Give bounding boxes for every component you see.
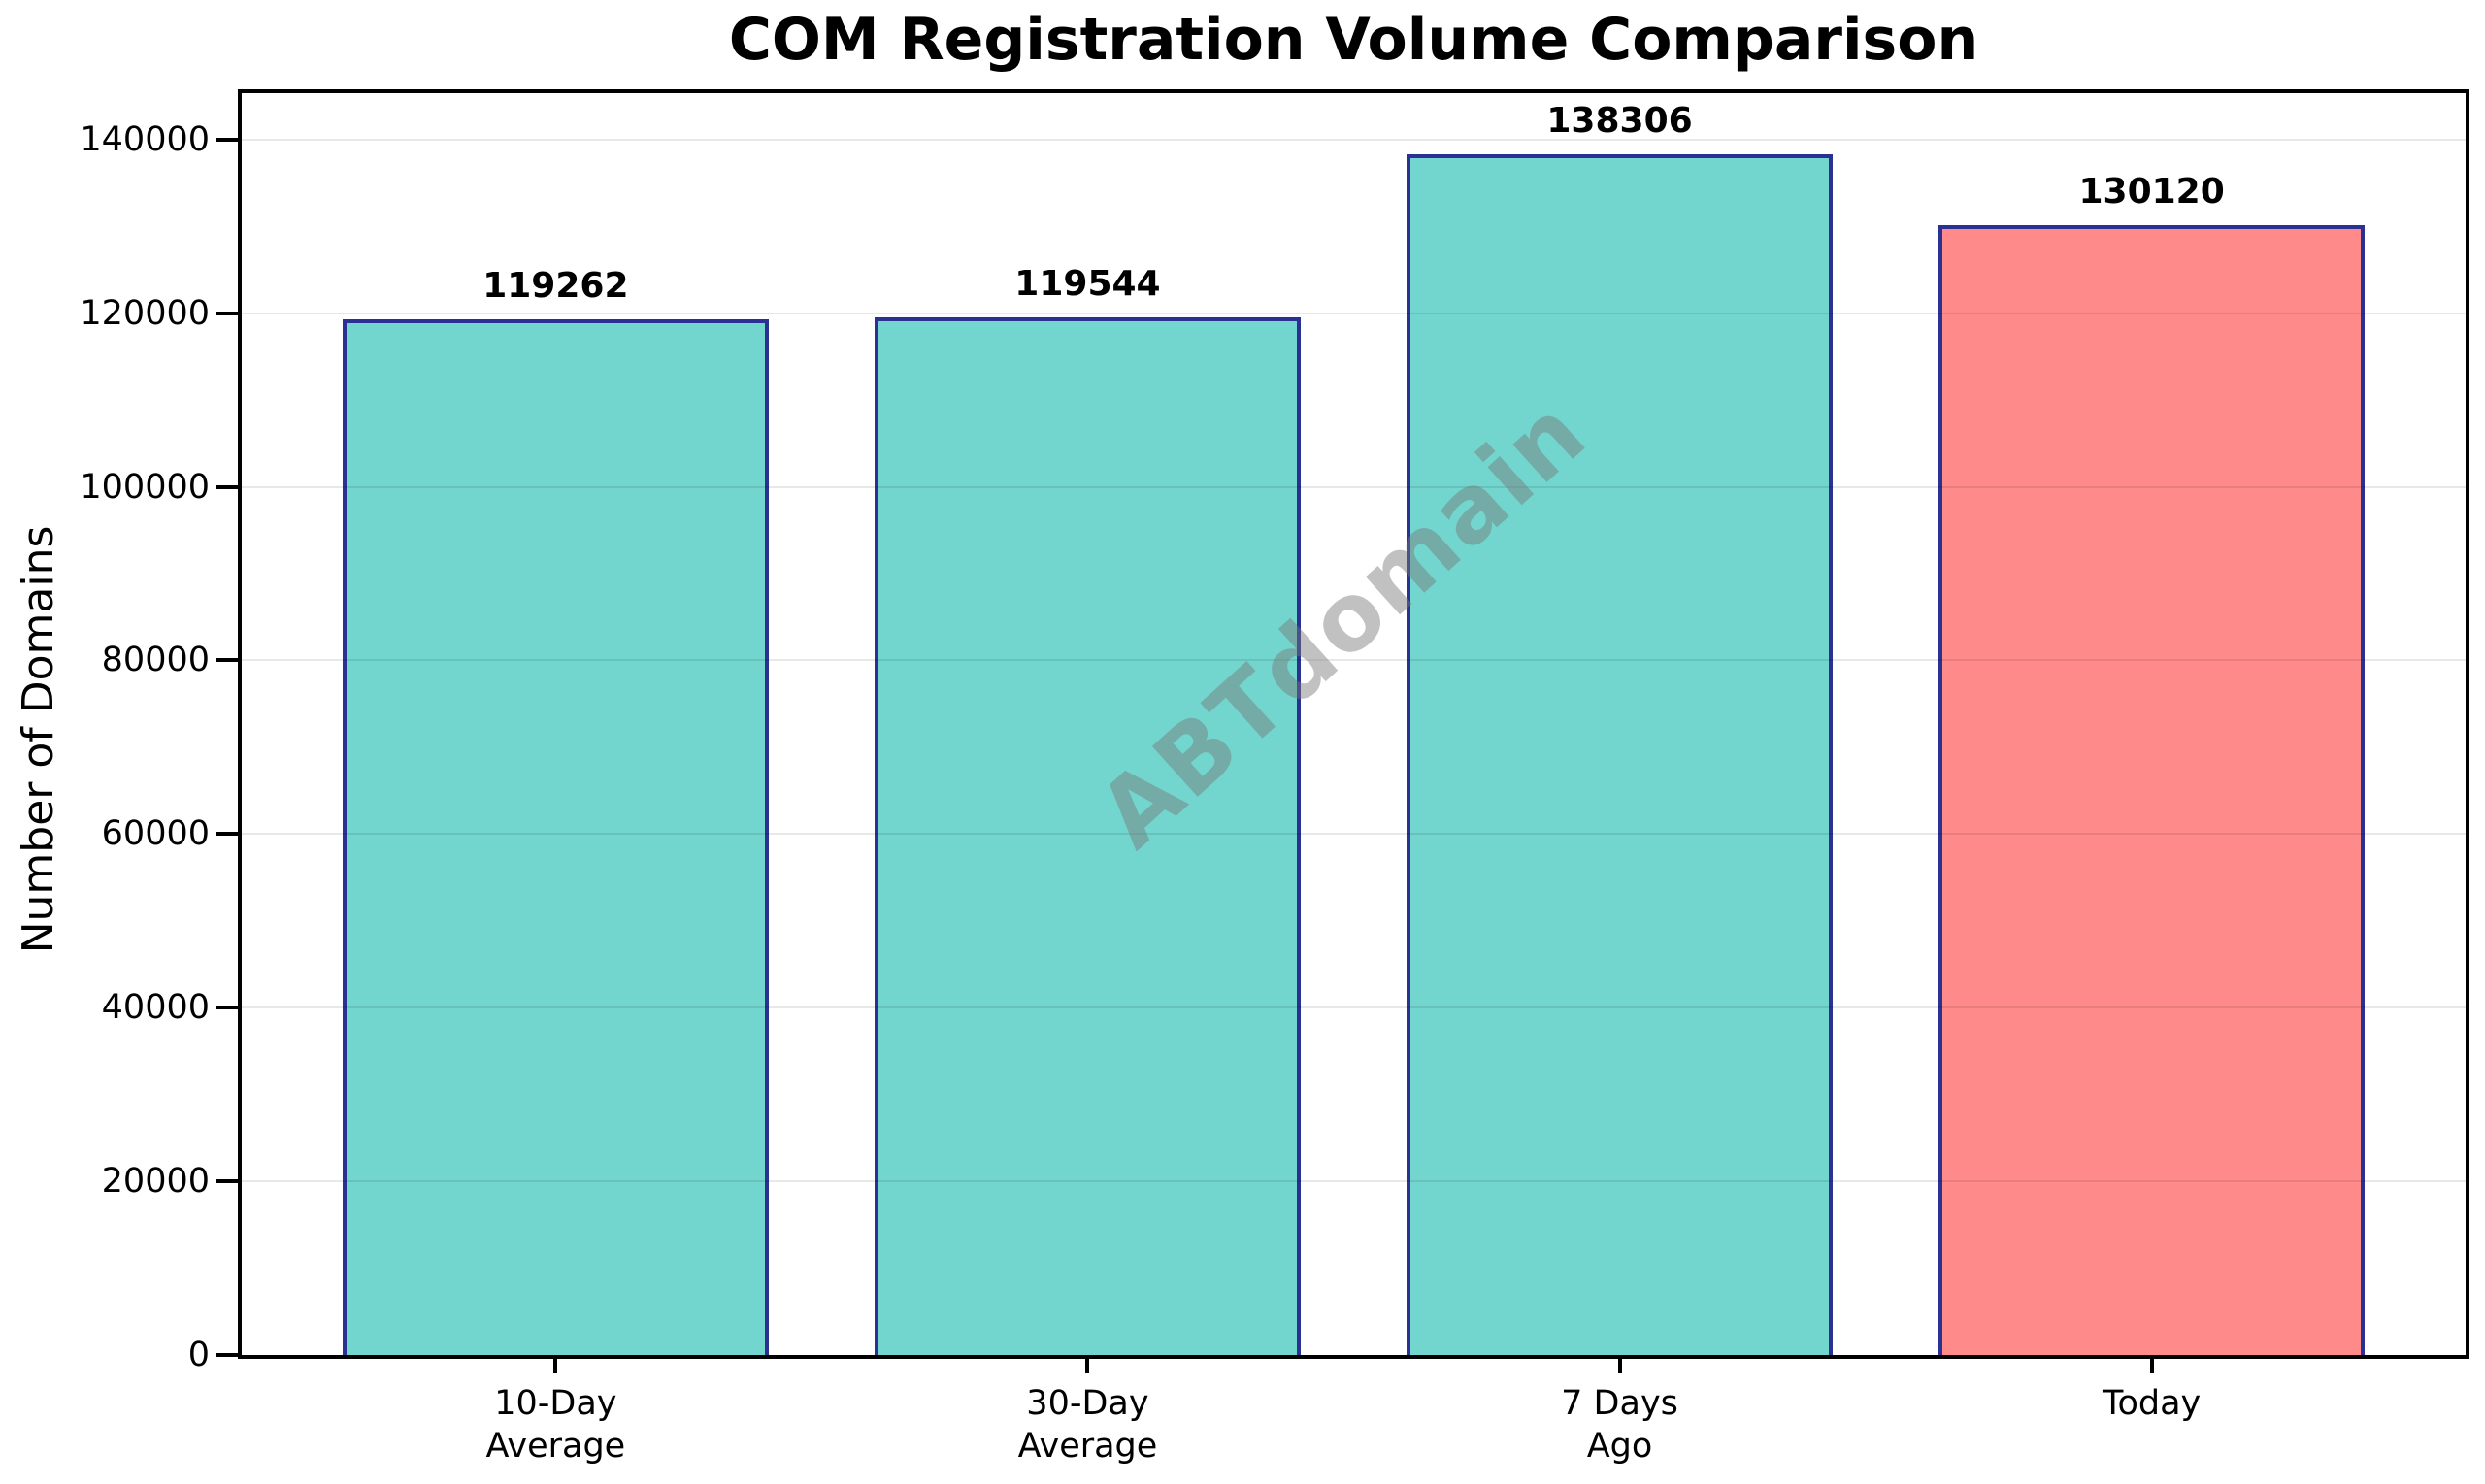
x-tick-label-line: 7 Days [1561,1384,1678,1423]
y-tick-mark [216,832,238,837]
bar-value-label: 130120 [2078,172,2225,213]
gridlines-layer [242,93,2466,1355]
y-tick-label: 100000 [80,467,210,507]
bar-value-label: 138306 [1546,100,1693,141]
value-labels-layer: 119262 119544 138306 130120 [242,93,2466,1355]
bar [1938,225,2365,1355]
bar [1407,153,1833,1355]
x-tick-mark [2149,1359,2154,1373]
y-tick-mark [216,1353,238,1357]
y-tick-label: 40000 [101,988,210,1028]
y-tick-mark [216,484,238,489]
y-tick-label: 80000 [101,641,210,680]
gridline [242,659,2466,662]
x-tick-label: 10-Day Average [485,1382,625,1468]
plot-area: ABTdomain 119262 119544 138306 130120 [238,89,2469,1359]
bar [343,319,769,1355]
x-tick-label-line: 10-Day [494,1384,617,1423]
x-tick-label-line: Today [2103,1384,2202,1423]
gridline [242,485,2466,488]
x-tick-label-line: Average [1017,1427,1158,1466]
gridline [242,1006,2466,1009]
x-tick-label-line: 30-Day [1026,1384,1149,1423]
x-tick-mark [1617,1359,1622,1373]
y-tick-mark [216,658,238,663]
gridline [242,833,2466,836]
bar [875,316,1301,1355]
y-tick-mark [216,137,238,142]
y-axis-label: Number of Domains [14,525,63,954]
x-tick-label: 30-Day Average [1018,1382,1158,1468]
y-tick-label: 120000 [80,293,210,333]
y-tick-label: 0 [187,1336,210,1374]
chart-title: COM Registration Volume Comparison [728,6,1979,74]
bars-layer [242,93,2466,1355]
y-tick-mark [216,311,238,315]
gridline [242,138,2466,141]
x-tick-label-line: Average [485,1427,626,1466]
gridline [242,312,2466,314]
x-tick-mark [1085,1359,1090,1373]
bar-value-label: 119262 [482,266,629,307]
y-tick-label: 140000 [80,119,210,159]
x-tick-label-line: Ago [1586,1427,1653,1466]
y-tick-label: 20000 [101,1162,210,1202]
x-tick-label: Today [2103,1382,2201,1425]
x-tick-mark [553,1359,558,1373]
x-tick-label: 7 Days Ago [1561,1382,1678,1468]
gridline [242,1180,2466,1183]
y-tick-label: 60000 [101,814,210,854]
bar-value-label: 119544 [1014,263,1161,304]
y-tick-mark [216,1006,238,1010]
y-tick-mark [216,1179,238,1184]
